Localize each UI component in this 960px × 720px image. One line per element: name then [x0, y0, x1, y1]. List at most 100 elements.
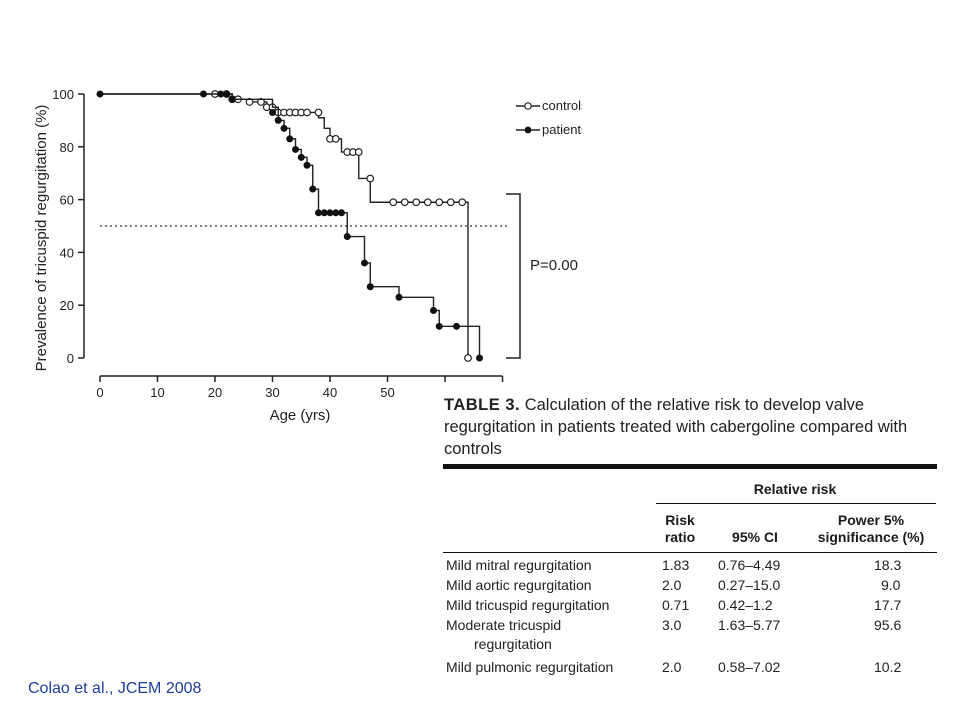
power-header-line1: Power 5% — [837, 512, 905, 528]
series-patients-point — [320, 209, 328, 217]
series-patients-point — [338, 209, 345, 217]
table-row-risk: 3.0 — [662, 617, 682, 633]
series-controls-point — [446, 198, 455, 207]
series-patients-point — [217, 90, 225, 98]
table-row-label: Mild aortic regurgitation — [446, 577, 592, 593]
legend-controls-marker — [524, 102, 532, 110]
series-patients-point — [476, 354, 483, 362]
table-row-ci: 0.27–15.0 — [718, 577, 781, 593]
series-patients-point — [366, 283, 374, 291]
p-value-annotation: P=0.00 — [530, 257, 578, 274]
x-tick-label: 40 — [323, 385, 337, 400]
ci-header: 95% CI — [732, 529, 778, 545]
risk-ratio-header: Risk ratio — [656, 512, 704, 546]
table-row-risk: 2.0 — [662, 577, 682, 593]
series-patients-point — [361, 259, 368, 267]
table-row-label: Mild pulmonic regurgitation — [446, 659, 614, 675]
series-controls-point — [354, 148, 363, 156]
table-row-label: Mild mitral regurgitation — [446, 557, 592, 573]
legend-patients-label: patients — [542, 122, 588, 137]
series-controls-point — [423, 198, 432, 207]
series-patients-line — [100, 93, 481, 358]
series-patients-point — [309, 185, 317, 193]
series-patients-point — [274, 116, 282, 124]
table-header-rule — [443, 552, 937, 553]
table-top-rule — [443, 464, 937, 469]
legend: controls patients — [516, 98, 588, 137]
chart-series — [96, 90, 483, 362]
table-3: TABLE 3. Calculation of the relative ris… — [438, 388, 940, 688]
series-patients-point — [430, 306, 437, 314]
table-row-ci: 1.63–5.77 — [718, 617, 781, 633]
significance-bracket — [506, 193, 521, 359]
series-patients-point — [453, 322, 460, 330]
table-caption-label: TABLE 3. — [444, 396, 521, 414]
series-controls-point — [366, 174, 375, 183]
series-controls-point — [331, 134, 340, 143]
table-row-ci: 0.42–1.2 — [718, 597, 773, 613]
x-tick-label: 0 — [96, 385, 103, 400]
series-patients-point — [96, 90, 104, 98]
series-patients-point — [326, 209, 334, 217]
series-controls-point — [458, 198, 467, 207]
y-tick-label: 80 — [60, 140, 74, 155]
table-row-ci: 0.76–4.49 — [718, 557, 781, 573]
series-patients-point — [315, 209, 322, 217]
series-patients-point — [343, 233, 351, 241]
table-row-power: 95.6 — [874, 617, 902, 633]
risk-ratio-header-line1: Risk — [665, 512, 695, 528]
series-controls-point — [435, 198, 444, 207]
series-patients-point — [332, 209, 340, 217]
series-patients-point — [228, 95, 236, 103]
x-axis-label: Age (yrs) — [270, 407, 331, 424]
series-controls-point — [389, 198, 398, 207]
table-row-risk: 0.71 — [662, 597, 690, 613]
series-patients-point — [297, 153, 305, 161]
table-row-power: 9.0 — [881, 577, 901, 593]
table-row-power: 17.7 — [874, 597, 902, 613]
power-header: Power 5% significance (%) — [804, 512, 938, 546]
x-tick-label: 10 — [150, 385, 164, 400]
series-patients-point — [303, 161, 311, 169]
series-patients-point — [223, 90, 230, 98]
relative-risk-header: Relative risk — [753, 481, 837, 497]
y-axis-label: Prevalence of tricuspid regurgitation (%… — [33, 105, 50, 372]
table-row-label: Moderate tricuspid — [446, 617, 562, 633]
x-tick-label: 50 — [380, 385, 394, 400]
y-tick-label: 0 — [67, 351, 74, 366]
legend-patients-marker — [524, 126, 532, 134]
table-caption: TABLE 3. Calculation of the relative ris… — [444, 394, 934, 460]
series-patients-point — [280, 124, 288, 132]
table-row-risk: 1.83 — [662, 557, 690, 573]
series-patients-point — [292, 145, 299, 153]
series-patients-point — [286, 135, 294, 143]
chart-crop-mask — [582, 80, 960, 380]
series-controls-point — [400, 198, 409, 207]
table-row-label: Mild tricuspid regurgitation — [446, 597, 610, 613]
y-tick-label: 20 — [60, 298, 74, 313]
series-patients-point — [269, 108, 276, 116]
table-row-power: 18.3 — [874, 557, 902, 573]
series-patients-point — [435, 322, 443, 330]
table-row-risk: 2.0 — [662, 659, 682, 675]
risk-ratio-header-line2: ratio — [664, 529, 696, 545]
y-tick-label: 60 — [60, 193, 74, 208]
series-controls-point — [464, 354, 472, 362]
chart-axes: 0 20 40 60 80 100 0 10 20 30 40 50 — [52, 87, 508, 400]
table-row-ci: 0.58–7.02 — [718, 659, 781, 675]
series-controls-point — [303, 108, 311, 117]
table-caption-text: Calculation of the relative risk to deve… — [444, 396, 908, 458]
series-patients-point — [200, 90, 207, 98]
table-row-label-continued: regurgitation — [474, 636, 552, 652]
relative-risk-rule — [656, 503, 936, 504]
x-tick-label: 20 — [208, 385, 222, 400]
x-tick-label: 30 — [265, 385, 279, 400]
y-tick-label: 40 — [60, 245, 74, 260]
y-tick-label: 100 — [52, 87, 74, 102]
power-header-line2: significance (%) — [817, 529, 925, 545]
series-patients-point — [395, 293, 403, 301]
citation: Colao et al., JCEM 2008 — [28, 680, 202, 697]
table-row-power: 10.2 — [874, 659, 902, 675]
legend-controls-label: controls — [542, 98, 588, 113]
